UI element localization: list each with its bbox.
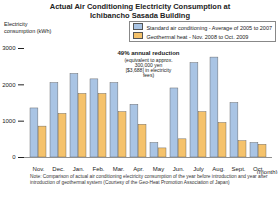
svg-text:Feb.: Feb. [92,166,104,172]
svg-text:May: May [153,166,164,172]
svg-text:Dec.: Dec. [52,166,65,172]
svg-text:Apr.: Apr. [133,166,144,172]
svg-text:Aug.: Aug. [212,166,225,172]
svg-text:Nov.: Nov. [33,166,45,172]
svg-text:(month): (month) [257,169,278,175]
svg-text:3000: 3000 [2,45,16,51]
svg-text:Sept.: Sept. [231,166,245,172]
svg-text:1000: 1000 [2,118,16,124]
html-text:Electricity consumption (kWh): Electricity consumption (kWh) [4,21,52,34]
svg-text:(equivalent to approx.300,000: (equivalent to approx.300,000 yen[$3,688… [124,57,172,78]
svg-text:July: July [193,166,204,172]
svg-text:Jun.: Jun. [173,166,185,172]
svg-text:49% annual reduction: 49% annual reduction [117,50,179,56]
html-text:Note: Comparison of actual air: Note: Comparison of actual air condition… [30,174,268,185]
html-text:Standard air conditioning - Av: Standard air conditioning - Average of 2… [146,24,272,31]
html-text:Actual Air Conditioning Electr: Actual Air Conditioning Electricity Cons… [49,2,231,20]
html-text:Geothermal heat - Nov. 2008 to: Geothermal heat - Nov. 2008 to Oct. 2009 [146,33,249,39]
svg-text:Mar.: Mar. [113,166,125,172]
svg-text:2000: 2000 [2,82,16,88]
svg-text:0: 0 [12,154,16,160]
svg-text:Jan.: Jan. [73,166,85,172]
